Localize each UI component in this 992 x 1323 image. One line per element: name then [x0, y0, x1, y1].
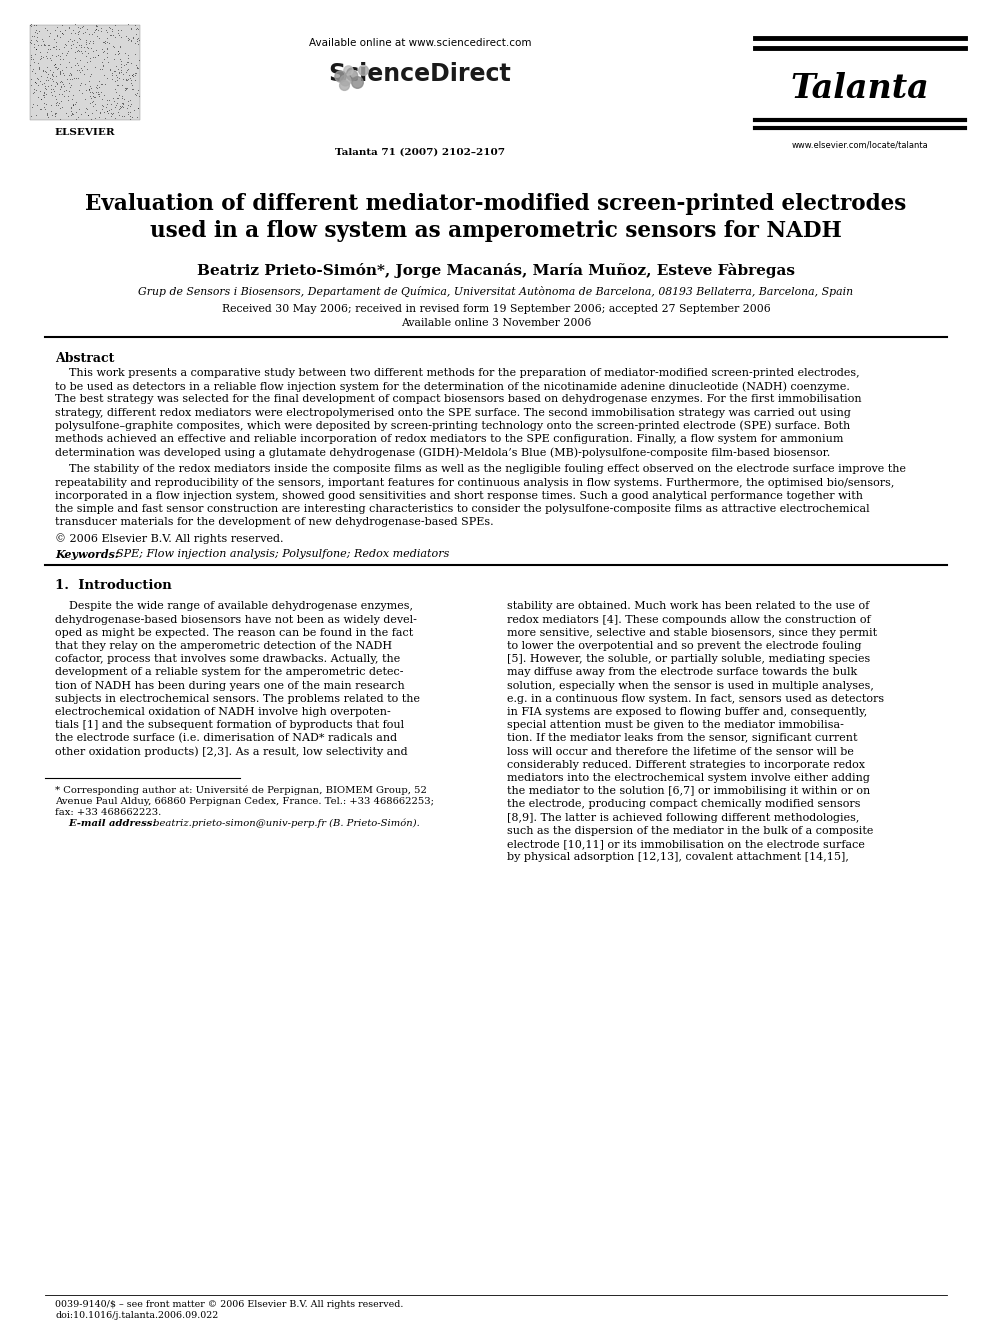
Text: www.elsevier.com/locate/talanta: www.elsevier.com/locate/talanta: [792, 140, 929, 149]
Text: other oxidation products) [2,3]. As a result, low selectivity and: other oxidation products) [2,3]. As a re…: [55, 746, 408, 757]
Text: The best strategy was selected for the final development of compact biosensors b: The best strategy was selected for the f…: [55, 394, 862, 405]
Text: Keywords:: Keywords:: [55, 549, 119, 561]
Text: stability are obtained. Much work has been related to the use of: stability are obtained. Much work has be…: [507, 602, 869, 611]
Text: e.g. in a continuous flow system. In fact, sensors used as detectors: e.g. in a continuous flow system. In fac…: [507, 693, 884, 704]
Text: Talanta: Talanta: [791, 71, 930, 105]
Text: 0039-9140/$ – see front matter © 2006 Elsevier B.V. All rights reserved.: 0039-9140/$ – see front matter © 2006 El…: [55, 1301, 404, 1308]
Text: [8,9]. The latter is achieved following different methodologies,: [8,9]. The latter is achieved following …: [507, 812, 859, 823]
Text: such as the dispersion of the mediator in the bulk of a composite: such as the dispersion of the mediator i…: [507, 826, 873, 836]
Text: electrochemical oxidation of NADH involve high overpoten-: electrochemical oxidation of NADH involv…: [55, 706, 391, 717]
Text: the simple and fast sensor construction are interesting characteristics to consi: the simple and fast sensor construction …: [55, 504, 870, 515]
Point: [340, 60, 356, 81]
Text: to be used as detectors in a reliable flow injection system for the determinatio: to be used as detectors in a reliable fl…: [55, 381, 850, 392]
Text: doi:10.1016/j.talanta.2006.09.022: doi:10.1016/j.talanta.2006.09.022: [55, 1311, 218, 1320]
Text: in FIA systems are exposed to flowing buffer and, consequently,: in FIA systems are exposed to flowing bu…: [507, 706, 867, 717]
Text: transducer materials for the development of new dehydrogenase-based SPEs.: transducer materials for the development…: [55, 517, 494, 527]
Text: beatriz.prieto-simon@univ-perp.fr (B. Prieto-Simón).: beatriz.prieto-simon@univ-perp.fr (B. Pr…: [150, 819, 420, 828]
Text: incorporated in a flow injection system, showed good sensitivities and short res: incorporated in a flow injection system,…: [55, 491, 863, 501]
Text: ELSEVIER: ELSEVIER: [55, 128, 115, 138]
Text: solution, especially when the sensor is used in multiple analyses,: solution, especially when the sensor is …: [507, 680, 874, 691]
Text: * Corresponding author at: Université de Perpignan, BIOMEM Group, 52: * Corresponding author at: Université de…: [55, 786, 427, 795]
Point: [337, 69, 353, 90]
Text: mediators into the electrochemical system involve either adding: mediators into the electrochemical syste…: [507, 773, 870, 783]
Text: ScienceDirect: ScienceDirect: [328, 62, 511, 86]
Text: strategy, different redox mediators were electropolymerised onto the SPE surface: strategy, different redox mediators were…: [55, 407, 851, 418]
Text: [5]. However, the soluble, or partially soluble, mediating species: [5]. However, the soluble, or partially …: [507, 654, 870, 664]
Text: dehydrogenase-based biosensors have not been as widely devel-: dehydrogenase-based biosensors have not …: [55, 615, 417, 624]
Text: considerably reduced. Different strategies to incorporate redox: considerably reduced. Different strategi…: [507, 759, 865, 770]
Text: cofactor, process that involves some drawbacks. Actually, the: cofactor, process that involves some dra…: [55, 654, 400, 664]
Text: determination was developed using a glutamate dehydrogenase (GIDH)-Meldola’s Blu: determination was developed using a glut…: [55, 447, 830, 458]
Text: special attention must be given to the mediator immobilisa-: special attention must be given to the m…: [507, 720, 844, 730]
Text: Evaluation of different mediator-modified screen-printed electrodes: Evaluation of different mediator-modifie…: [85, 193, 907, 216]
Text: Beatriz Prieto-Simón*, Jorge Macanás, María Muñoz, Esteve Fàbregas: Beatriz Prieto-Simón*, Jorge Macanás, Ma…: [197, 263, 795, 278]
Point: [344, 65, 360, 86]
Text: that they relay on the amperometric detection of the NADH: that they relay on the amperometric dete…: [55, 642, 392, 651]
Text: the electrode, producing compact chemically modified sensors: the electrode, producing compact chemica…: [507, 799, 860, 810]
Text: Avenue Paul Alduy, 66860 Perpignan Cedex, France. Tel.: +33 468662253;: Avenue Paul Alduy, 66860 Perpignan Cedex…: [55, 796, 434, 806]
Text: © 2006 Elsevier B.V. All rights reserved.: © 2006 Elsevier B.V. All rights reserved…: [55, 533, 284, 544]
Text: 1.  Introduction: 1. Introduction: [55, 579, 172, 593]
Text: Abstract: Abstract: [55, 352, 114, 365]
Text: Grup de Sensors i Biosensors, Departament de Química, Universitat Autònoma de Ba: Grup de Sensors i Biosensors, Departamen…: [139, 286, 853, 298]
Point: [332, 65, 348, 86]
Text: electrode [10,11] or its immobilisation on the electrode surface: electrode [10,11] or its immobilisation …: [507, 839, 865, 849]
Point: [355, 60, 371, 81]
Text: tion. If the mediator leaks from the sensor, significant current: tion. If the mediator leaks from the sen…: [507, 733, 857, 744]
Text: redox mediators [4]. These compounds allow the construction of: redox mediators [4]. These compounds all…: [507, 615, 871, 624]
Text: the mediator to the solution [6,7] or immobilising it within or on: the mediator to the solution [6,7] or im…: [507, 786, 870, 796]
Text: E-mail address:: E-mail address:: [55, 819, 156, 828]
Text: to lower the overpotential and so prevent the electrode fouling: to lower the overpotential and so preven…: [507, 642, 861, 651]
Text: loss will occur and therefore the lifetime of the sensor will be: loss will occur and therefore the lifeti…: [507, 746, 854, 757]
Text: by physical adsorption [12,13], covalent attachment [14,15],: by physical adsorption [12,13], covalent…: [507, 852, 849, 863]
Text: SPE; Flow injection analysis; Polysulfone; Redox mediators: SPE; Flow injection analysis; Polysulfon…: [109, 549, 449, 560]
Text: Talanta 71 (2007) 2102–2107: Talanta 71 (2007) 2102–2107: [335, 148, 505, 157]
Text: development of a reliable system for the amperometric detec-: development of a reliable system for the…: [55, 667, 404, 677]
Text: This work presents a comparative study between two different methods for the pre: This work presents a comparative study b…: [55, 368, 860, 378]
Text: subjects in electrochemical sensors. The problems related to the: subjects in electrochemical sensors. The…: [55, 693, 420, 704]
Text: Available online 3 November 2006: Available online 3 November 2006: [401, 318, 591, 328]
Text: Available online at www.sciencedirect.com: Available online at www.sciencedirect.co…: [309, 38, 532, 48]
Text: oped as might be expected. The reason can be found in the fact: oped as might be expected. The reason ca…: [55, 628, 414, 638]
Text: tion of NADH has been during years one of the main research: tion of NADH has been during years one o…: [55, 680, 405, 691]
Text: tials [1] and the subsequent formation of byproducts that foul: tials [1] and the subsequent formation o…: [55, 720, 404, 730]
Text: polysulfone–graphite composites, which were deposited by screen-printing technol: polysulfone–graphite composites, which w…: [55, 421, 850, 431]
Text: The stability of the redox mediators inside the composite films as well as the n: The stability of the redox mediators ins…: [55, 464, 906, 475]
Text: may diffuse away from the electrode surface towards the bulk: may diffuse away from the electrode surf…: [507, 667, 857, 677]
Text: more sensitive, selective and stable biosensors, since they permit: more sensitive, selective and stable bio…: [507, 628, 877, 638]
Point: [349, 71, 365, 93]
Text: Received 30 May 2006; received in revised form 19 September 2006; accepted 27 Se: Received 30 May 2006; received in revise…: [221, 304, 771, 314]
Text: methods achieved an effective and reliable incorporation of redox mediators to t: methods achieved an effective and reliab…: [55, 434, 843, 445]
Text: used in a flow system as amperometric sensors for NADH: used in a flow system as amperometric se…: [150, 220, 842, 242]
Bar: [30, 25, 140, 120]
Text: fax: +33 468662223.: fax: +33 468662223.: [55, 808, 162, 816]
Text: Despite the wide range of available dehydrogenase enzymes,: Despite the wide range of available dehy…: [55, 602, 413, 611]
Text: the electrode surface (i.e. dimerisation of NAD* radicals and: the electrode surface (i.e. dimerisation…: [55, 733, 397, 744]
Text: repeatability and reproducibility of the sensors, important features for continu: repeatability and reproducibility of the…: [55, 478, 895, 488]
Point: [336, 74, 352, 95]
